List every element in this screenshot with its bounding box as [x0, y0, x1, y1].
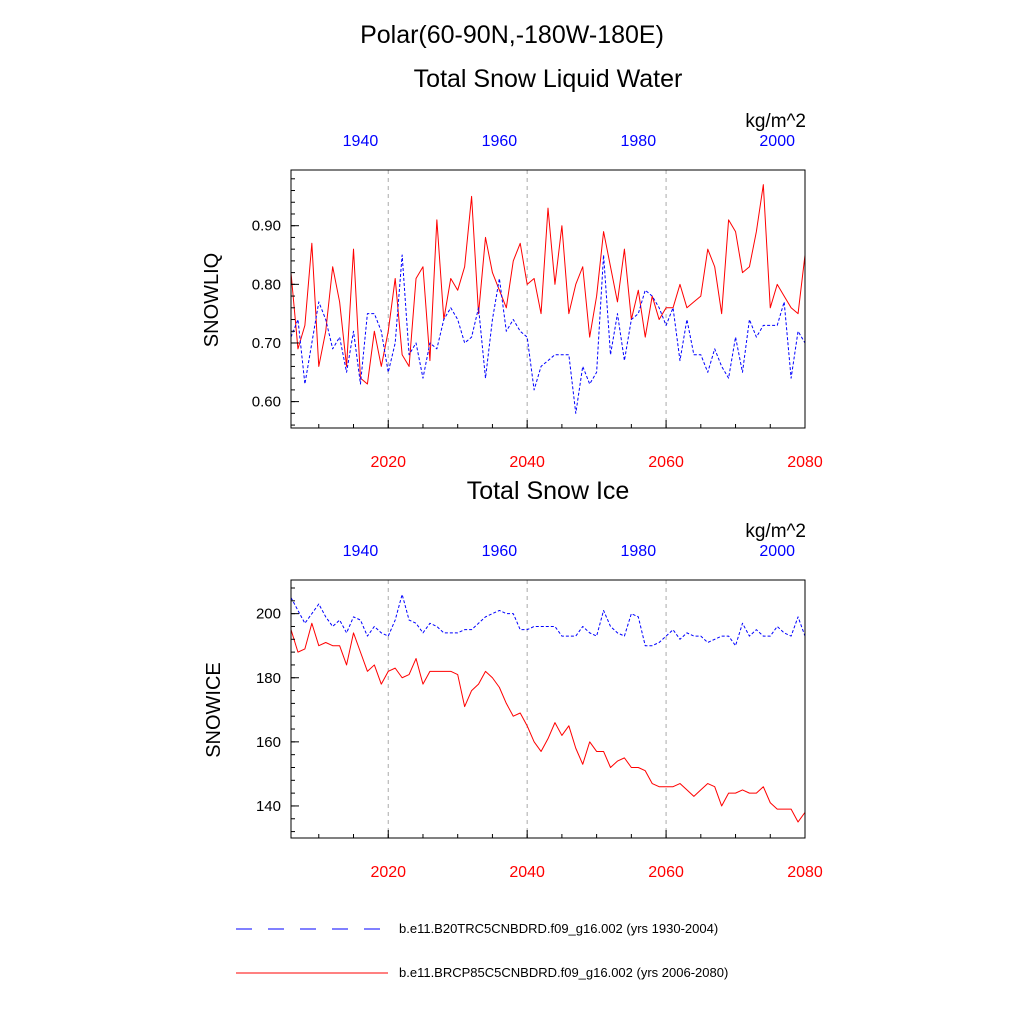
snowice-hist-series-line — [290, 593, 806, 647]
snowice-x-top-tick-label: 1940 — [343, 543, 379, 560]
snowliq-x-bottom-tick-label: 2020 — [370, 454, 406, 471]
snowice-y-tick-label: 200 — [256, 606, 281, 623]
snowliq-ylabel: SNOWLIQ — [201, 253, 223, 347]
snowliq-hist-series-line — [290, 254, 806, 414]
snowice-x-top-tick-label: 1980 — [621, 543, 657, 560]
snowliq-x-top-tick-label: 1980 — [621, 133, 657, 150]
snowliq-x-top-tick-label: 1960 — [482, 133, 518, 150]
snowliq-rcp-series-line — [290, 184, 806, 385]
snowice-ylabel: SNOWICE — [203, 662, 225, 758]
snowliq-x-bottom-tick-label: 2040 — [509, 454, 545, 471]
snowice-rcp-series-line — [290, 622, 806, 823]
snowice-x-bottom-tick-label: 2040 — [509, 864, 545, 881]
legend-hist-label: b.e11.B20TRC5CNBDRD.f09_g16.002 (yrs 193… — [399, 921, 718, 936]
snowliq-plot-frame — [290, 169, 806, 429]
snowice-y-tick-label: 140 — [256, 798, 281, 815]
snowice-panel: Total Snow Ice kg/m^2 SNOWICE 140 160 180 2… — [203, 477, 823, 881]
snowliq-x-bottom-tick-label: 2060 — [648, 454, 684, 471]
snowliq-panel: Total Snow Liquid Water kg/m^2 SNOWLIQ 0… — [201, 65, 823, 471]
snowice-x-top-tick-label: 1960 — [482, 543, 518, 560]
snowice-title: Total Snow Ice — [467, 477, 630, 505]
snowliq-x-top-tick-label: 2000 — [759, 133, 795, 150]
snowliq-x-top-tick-label: 1940 — [343, 133, 379, 150]
snowice-x-bottom-tick-label: 2080 — [787, 864, 823, 881]
snowliq-units: kg/m^2 — [745, 111, 806, 132]
snowliq-y-tick-label: 0.80 — [252, 276, 281, 293]
snowice-y-tick-label: 160 — [256, 734, 281, 751]
snowice-units: kg/m^2 — [745, 521, 806, 542]
snowice-x-top-tick-label: 2000 — [759, 543, 795, 560]
snowice-plot-frame — [290, 579, 806, 839]
snowice-y-tick-label: 180 — [256, 670, 281, 687]
snowliq-y-tick-label: 0.70 — [252, 335, 281, 352]
legend: b.e11.B20TRC5CNBDRD.f09_g16.002 (yrs 193… — [236, 921, 728, 980]
snowliq-title: Total Snow Liquid Water — [414, 65, 683, 93]
snowliq-y-tick-label: 0.90 — [252, 218, 281, 235]
snowliq-x-bottom-tick-label: 2080 — [787, 454, 823, 471]
legend-rcp-label: b.e11.BRCP85C5CNBDRD.f09_g16.002 (yrs 20… — [399, 965, 728, 980]
snowice-x-bottom-tick-label: 2020 — [370, 864, 406, 881]
snowice-x-bottom-tick-label: 2060 — [648, 864, 684, 881]
snowliq-y-tick-label: 0.60 — [252, 394, 281, 411]
region-title: Polar(60-90N,-180W-180E) — [360, 21, 664, 49]
